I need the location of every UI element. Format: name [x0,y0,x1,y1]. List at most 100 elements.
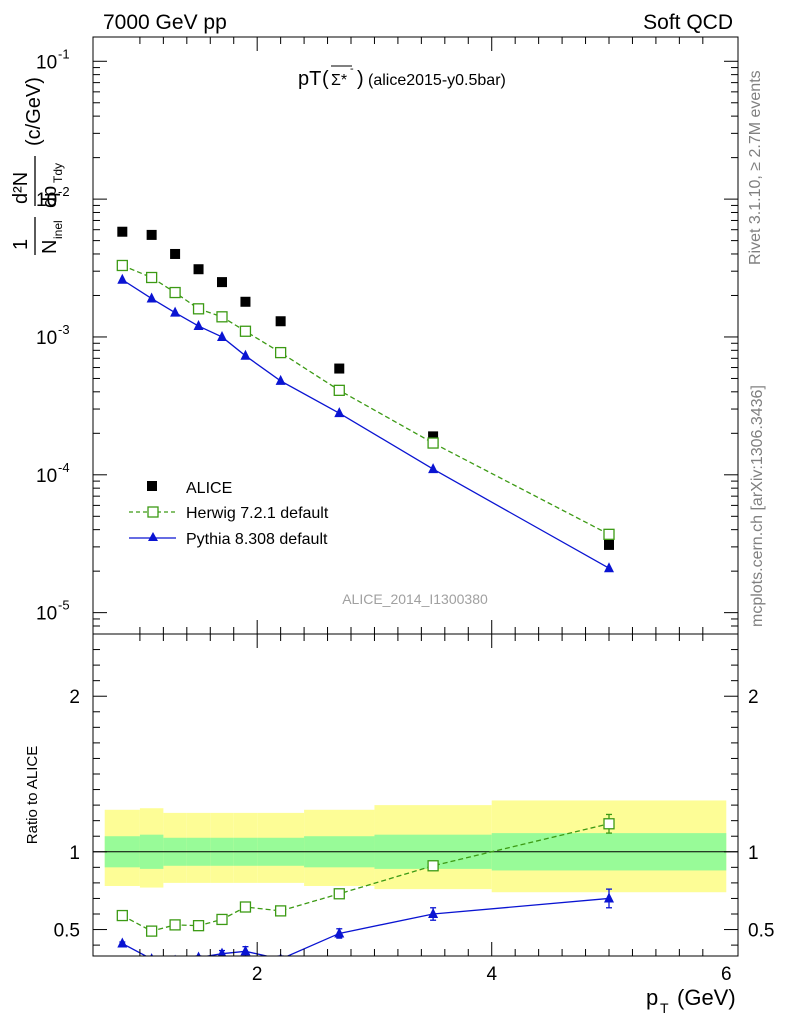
ratio-axis-ticks [93,634,738,956]
ylabel-dp-sub: Tdy [51,163,65,183]
legend-entry-pythia: Pythia 8.308 default [129,531,328,548]
main-y-tick-label: 10 [36,604,57,625]
pythia-point [275,374,286,385]
xlabel-unit: (GeV) [677,985,736,1010]
ratio-pythia-point [604,892,614,903]
ylabel-N-sub: inel [51,220,65,239]
ratio-pythia-point [334,927,345,938]
ylabel-one: 1 [10,239,32,250]
legend-marker-alice [147,481,157,491]
legend-marker-herwig [147,506,159,518]
ratio-y-tick-label-left: 2 [69,687,80,708]
herwig-point [116,259,128,272]
herwig-point [427,437,439,449]
pythia-point [604,562,614,573]
x-tick-label: 6 [721,964,732,985]
main-y-tick-label: 10 [36,466,57,487]
plot-title-main: pT [298,68,321,90]
ratio-herwig-point [192,920,205,932]
alice-point [193,264,204,275]
legend-label-herwig: Herwig 7.2.1 default [186,505,329,522]
ratio-pythia-point [217,947,227,956]
plot-title-tag: (alice2015-y0.5bar) [368,72,506,89]
main-data-layer [116,226,615,573]
ratio-herwig-point [216,913,228,926]
alice-point [240,296,251,307]
main-y-axis-label: 1 N inel d²N dp Tdy (c/GeV) [10,77,65,255]
herwig-point [274,346,287,359]
main-y-tick-label-exp: -3 [58,322,70,337]
ratio-herwig-point [116,909,128,922]
pythia-point [146,292,157,303]
pythia-point [170,306,181,317]
main-y-tick-label: 10 [36,190,57,211]
ratio-panel: 0.5 0.5 1 1 2 2 2 4 6 Ratio to ALICE [24,633,775,985]
alice-point [428,431,439,442]
herwig-point [239,325,252,337]
pythia-point [117,273,128,284]
ratio-herwig-point [427,860,439,872]
ylabel-N: N [39,240,61,254]
main-y-tick-label-exp: -1 [58,46,70,61]
ratio-y-tick-label-right: 0.5 [748,921,774,942]
plot-title-paren-close: ) [357,68,364,90]
legend: ALICE Herwig 7.2.1 default Pythia 8.308 … [129,480,329,548]
legend-entry-herwig: Herwig 7.2.1 default [129,505,329,522]
pythia-point [240,349,251,360]
herwig-point [333,384,345,396]
ratio-pythia-point [196,951,201,956]
main-y-tick-label: 10 [36,52,57,73]
ratio-herwig-point [239,901,252,913]
side-label-rivet: Rivet 3.1.10, ≥ 2.7M events [747,70,764,265]
main-y-tick-label-exp: -5 [58,598,70,613]
alice-point [604,539,614,550]
herwig-point [216,311,228,323]
alice-point [117,226,128,237]
pythia-point [193,320,204,331]
alice-point [217,277,227,288]
pythia-point [217,330,227,341]
main-axis-ticks [93,37,738,635]
ratio-y-tick-label-right: 2 [748,687,759,708]
ratio-y-tick-label-right: 1 [748,843,759,864]
ratio-uncertainty-bands [104,800,727,893]
ratio-y-tick-label-left: 1 [69,843,80,864]
pythia-line [121,279,610,569]
header-right: Soft QCD [643,11,733,34]
ratio-pythia-point [150,953,154,956]
x-tick-label: 4 [486,964,497,985]
xlabel-sub: T [660,1000,669,1016]
herwig-point [192,303,205,315]
main-y-tick-labels: 10-510-410-310-210-1 [36,46,70,624]
analysis-watermark: ALICE_2014_I1300380 [342,591,488,607]
side-label-mcplots: mcplots.cern.ch [arXiv:1306.3436] [749,385,766,627]
ratio-pythia-point [240,945,251,956]
plot-title-particle-sup: - [350,63,354,75]
ratio-plot-frame [92,633,739,957]
ratio-y-axis-label: Ratio to ALICE [24,746,41,844]
ratio-herwig-point [145,925,158,937]
main-y-tick-label: 10 [36,328,57,349]
x-tick-labels: 2 4 6 [252,964,732,985]
xlabel-p: p [646,985,658,1010]
ratio-y-tick-label-left: 0.5 [54,921,80,942]
herwig-point [145,271,158,284]
plot-title-particle: Σ* [331,72,347,89]
ratio-herwig-point [333,888,345,900]
plot-title-paren-open: ( [322,68,329,90]
ratio-herwig-point [274,905,287,917]
pythia-point [428,463,439,474]
ratio-herwig-point [169,919,181,931]
ratio-herwig-point [603,818,615,830]
plot-title: pT ( Σ* - ) (alice2015-y0.5bar) [298,63,506,90]
herwig-point [169,286,181,299]
ylabel-d2N: d²N [10,172,32,204]
legend-label-pythia: Pythia 8.308 default [186,531,328,548]
x-tick-label: 2 [252,964,263,985]
main-panel: 10-510-410-310-210-1 pT ( Σ* - ) (alice2… [10,36,739,635]
ratio-y-tick-labels: 0.5 0.5 1 1 2 2 [54,687,775,941]
herwig-point [603,528,615,540]
alice-point [275,316,286,327]
legend-marker-pythia [148,532,158,541]
